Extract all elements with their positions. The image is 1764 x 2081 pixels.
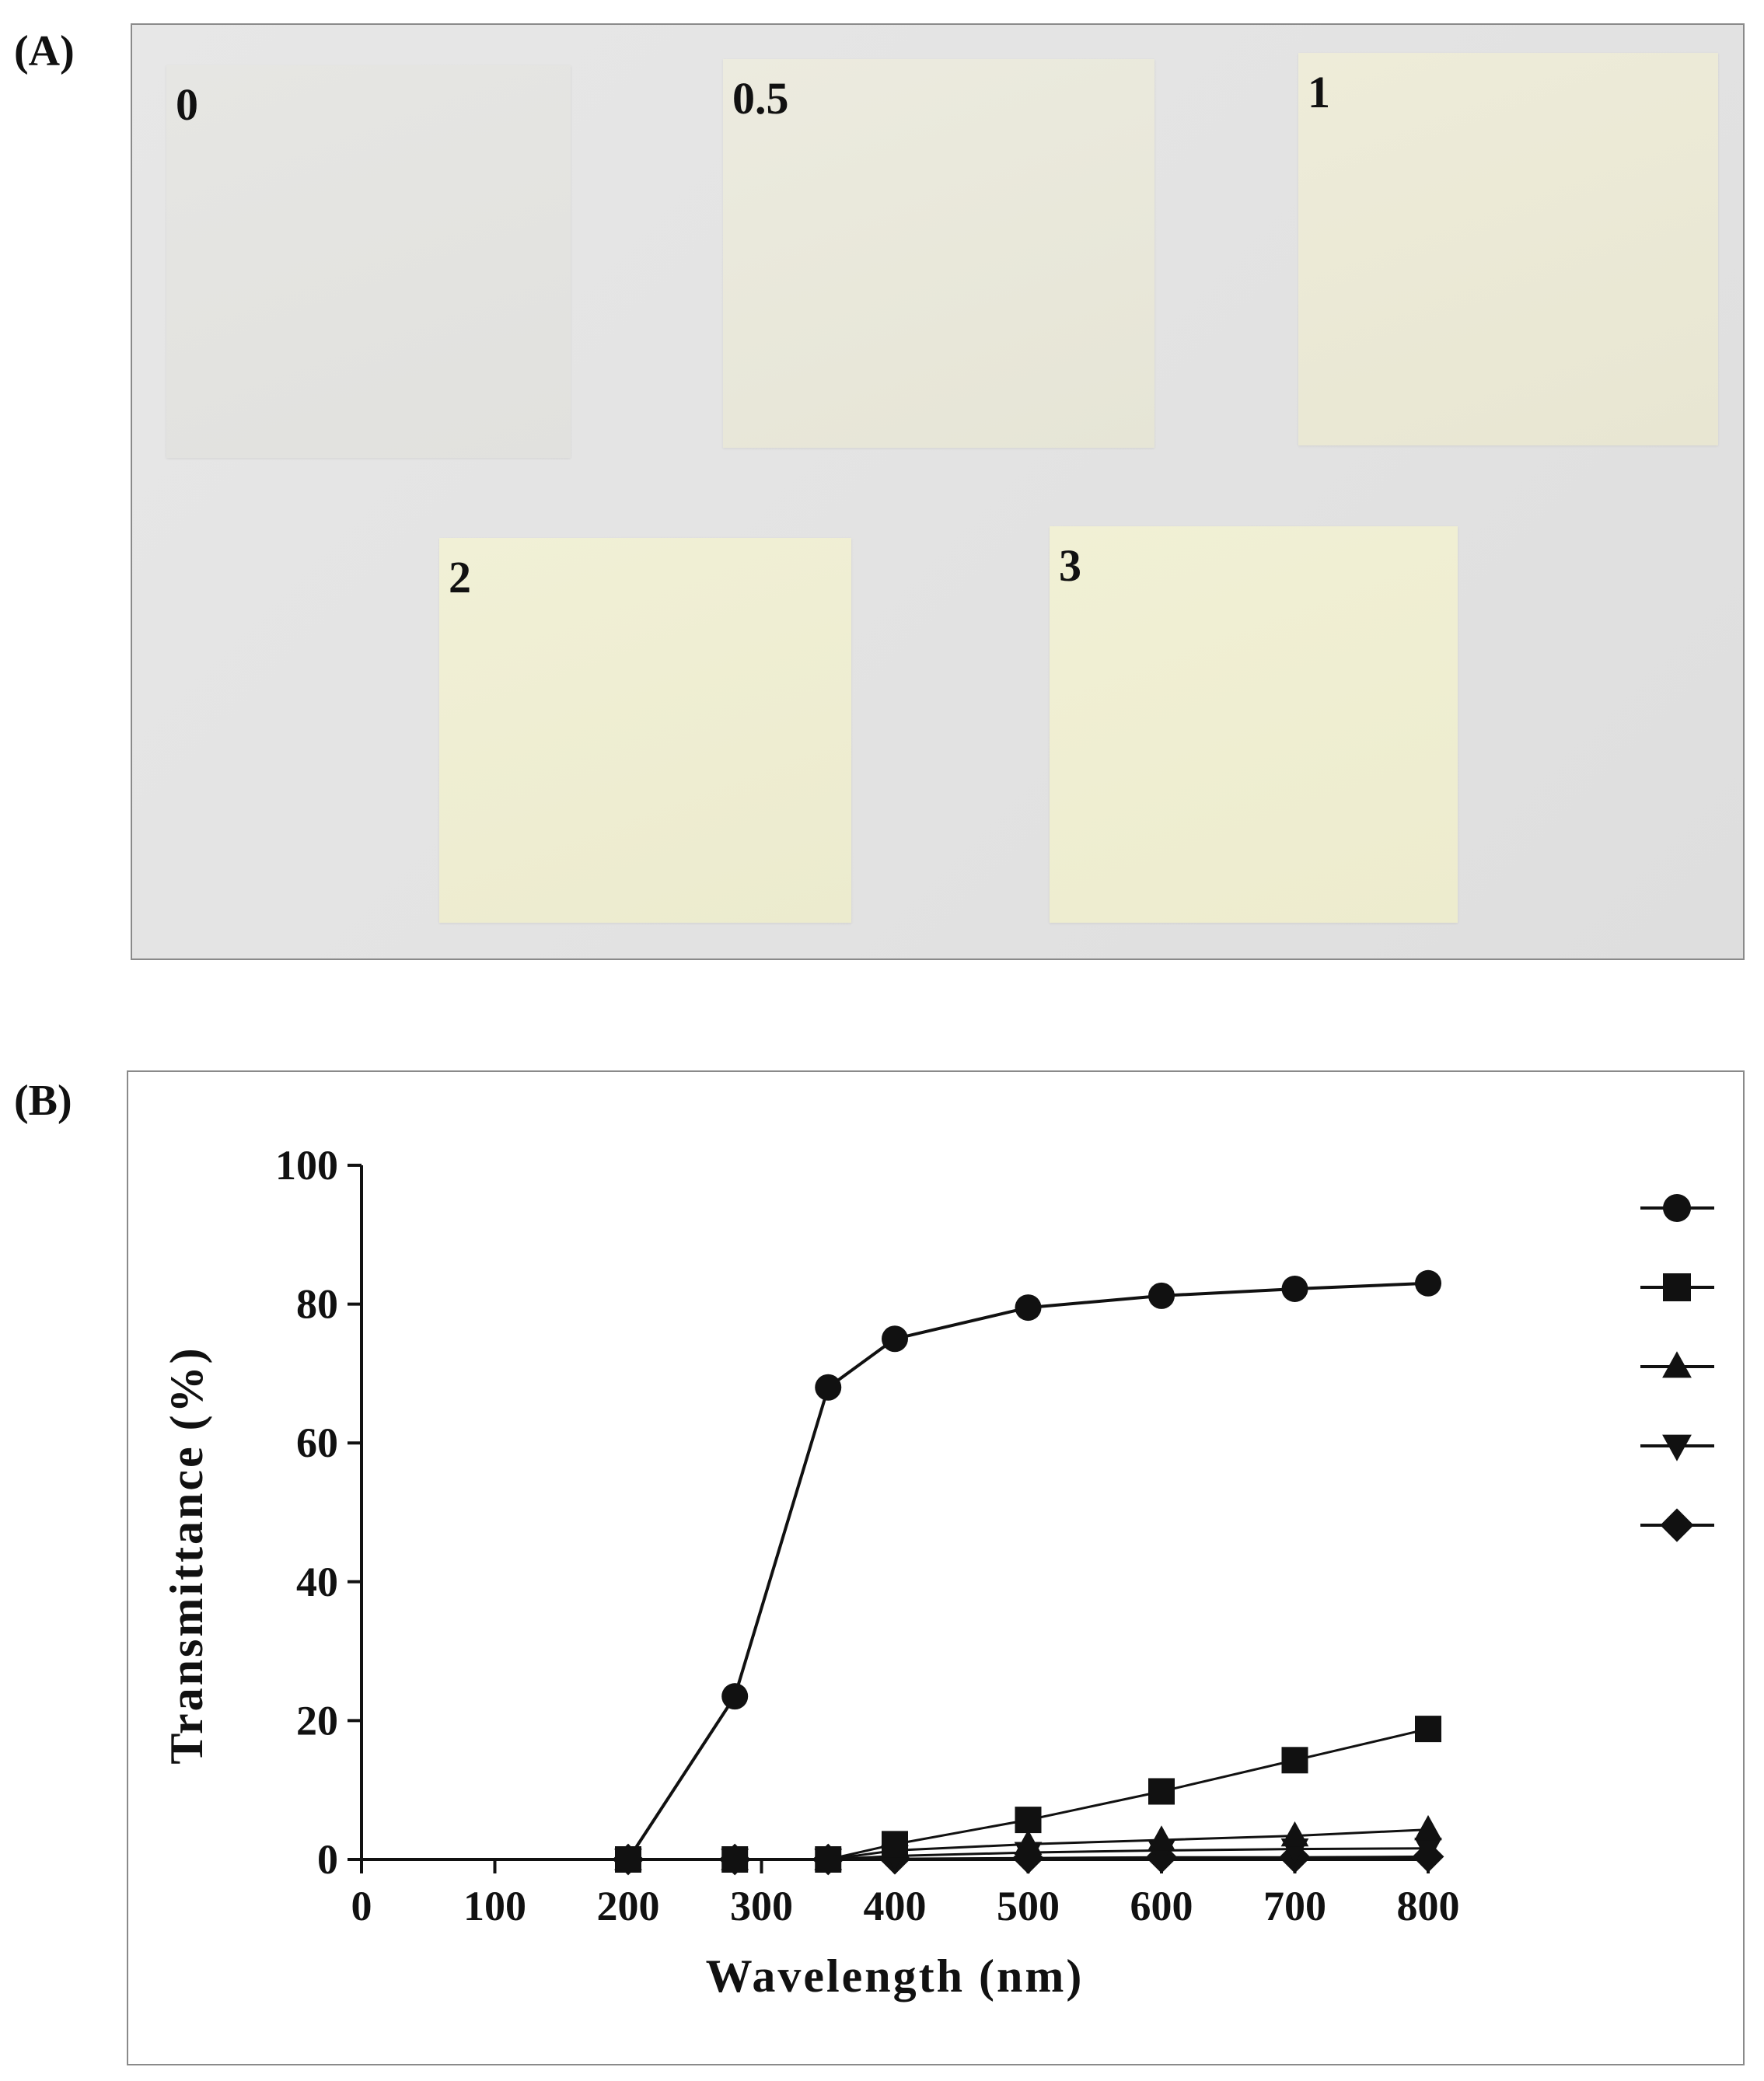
data-point xyxy=(1147,1825,1175,1851)
data-point xyxy=(882,1325,908,1353)
legend-marker xyxy=(1662,1351,1692,1378)
y-tick-label: 60 xyxy=(296,1419,338,1466)
legend-item: 2 xyxy=(1640,1434,1714,1461)
x-tick-label: 800 xyxy=(1397,1883,1460,1929)
film-sample: 1 xyxy=(1298,53,1718,445)
y-tick-label: 0 xyxy=(317,1836,338,1883)
data-point xyxy=(1014,1829,1043,1855)
x-tick-label: 200 xyxy=(597,1883,660,1929)
series-layer xyxy=(612,1269,1444,1876)
legend-marker xyxy=(1660,1508,1694,1542)
film-label: 1 xyxy=(1308,67,1330,117)
x-axis-label: Wavelength (nm) xyxy=(706,1950,1085,2002)
x-tick-label: 600 xyxy=(1130,1883,1193,1929)
data-point xyxy=(1148,1778,1175,1805)
data-point xyxy=(1015,1294,1042,1322)
x-tick-label: 500 xyxy=(997,1883,1060,1929)
data-point xyxy=(1281,1747,1308,1774)
data-point xyxy=(1414,1814,1442,1841)
transmittance-chart: 0 100 200 300 400 500 600 700 800020406080100Wav… xyxy=(161,1142,1714,2002)
legend-item: 3 xyxy=(1640,1508,1714,1542)
data-point xyxy=(1148,1282,1175,1309)
x-tick-label: 0 xyxy=(351,1883,372,1929)
film-sample: 3 xyxy=(1050,526,1458,923)
data-point xyxy=(815,1374,842,1401)
series-line xyxy=(628,1727,1429,1861)
y-tick-label: 40 xyxy=(296,1559,338,1605)
film-label: 0.5 xyxy=(732,73,789,124)
film-label: 0 xyxy=(176,79,198,130)
x-tick-label: 700 xyxy=(1263,1883,1326,1929)
axes: 0 100 200 300 400 500 600 700 800 0 20 40 60 80 100 Wav… xyxy=(161,1142,1460,2002)
film-label: 2 xyxy=(449,552,471,602)
data-point xyxy=(882,1831,908,1858)
chart-panel: 0 100 200 300 400 500 600 700 800 0 20 40 60 80 100 Wav… xyxy=(127,1070,1745,2065)
panel-b-label: (B) xyxy=(14,1077,72,1125)
legend-marker xyxy=(1662,1434,1692,1461)
x-tick-label: 300 xyxy=(730,1883,793,1929)
data-point xyxy=(815,1846,842,1873)
film-sample: 2 xyxy=(439,538,851,923)
data-point xyxy=(1414,1838,1442,1863)
legend-item: 0.5 xyxy=(1640,1273,1714,1301)
film-sample: 0 xyxy=(166,65,571,458)
series-line xyxy=(627,1281,1429,1861)
panel-a-label: (A) xyxy=(14,27,75,75)
data-point xyxy=(615,1846,641,1873)
data-point xyxy=(721,1683,749,1710)
legend: 0 0.5 1 2 3 xyxy=(1640,1194,1714,1542)
legend-marker xyxy=(1663,1194,1691,1222)
y-tick-label: 20 xyxy=(296,1697,338,1744)
y-tick-label: 80 xyxy=(296,1281,338,1328)
y-axis-label: Transmittance (%) xyxy=(161,1346,212,1764)
data-point xyxy=(1280,1821,1309,1847)
x-tick-label: 400 xyxy=(864,1883,927,1929)
data-point xyxy=(1015,1807,1042,1834)
film-sample: 0.5 xyxy=(723,59,1154,448)
legend-item: 1 xyxy=(1640,1351,1714,1378)
legend-item: 0 xyxy=(1640,1194,1714,1222)
y-tick-label: 100 xyxy=(275,1142,338,1189)
series-0 xyxy=(615,1269,1441,1873)
legend-marker xyxy=(1663,1273,1691,1301)
data-point xyxy=(1415,1269,1441,1297)
film-label: 3 xyxy=(1059,540,1081,591)
data-point xyxy=(1415,1716,1441,1743)
x-tick-label: 100 xyxy=(463,1883,526,1929)
data-point xyxy=(1281,1275,1308,1302)
film-photo: 0 0.5 1 2 3 xyxy=(131,23,1745,960)
data-point xyxy=(721,1846,749,1873)
